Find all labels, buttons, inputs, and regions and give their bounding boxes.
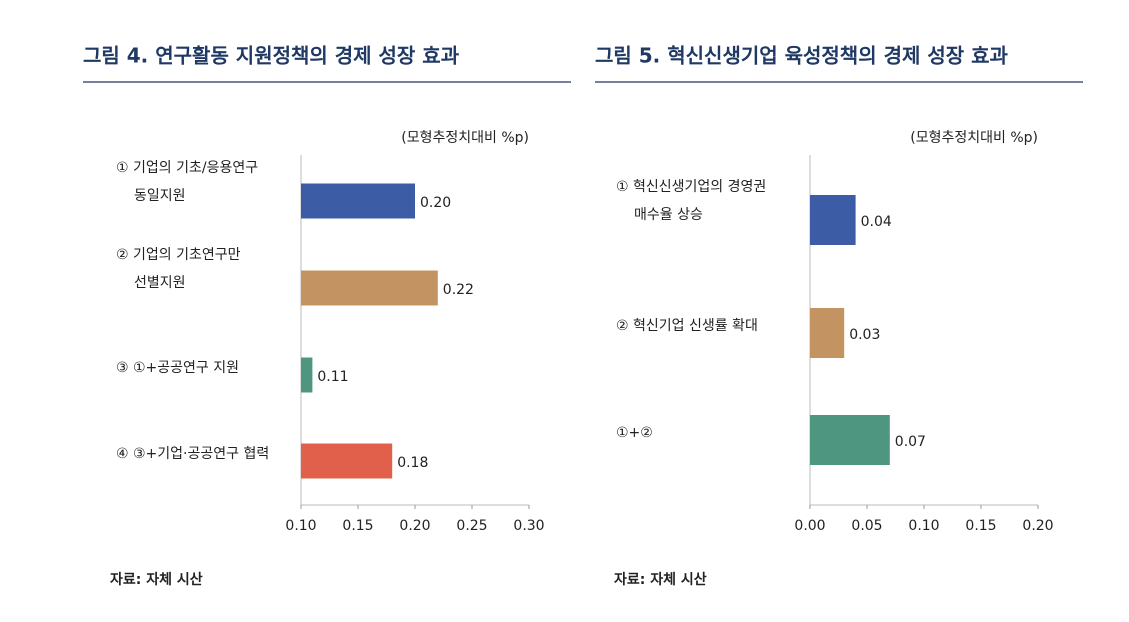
source: 자료: 자체 시산	[110, 571, 203, 588]
value-label: 0.11	[317, 369, 348, 385]
value-label: 0.18	[397, 455, 428, 471]
value-label: 0.03	[849, 327, 880, 343]
x-tick-label: 0.30	[513, 518, 544, 534]
x-tick-label: 0.15	[342, 518, 373, 534]
value-label: 0.07	[895, 434, 926, 450]
category-label: 동일지원	[134, 188, 186, 204]
source: 자료: 자체 시산	[614, 571, 707, 588]
x-tick-label: 0.20	[1022, 518, 1053, 534]
x-tick-label: 0.10	[285, 518, 316, 534]
x-tick-label: 0.25	[456, 518, 487, 534]
x-tick-label: 0.15	[965, 518, 996, 534]
category-label: ③ ①+공공연구 지원	[116, 360, 239, 376]
x-tick-label: 0.00	[794, 518, 825, 534]
x-tick-label: 0.20	[399, 518, 430, 534]
value-label: 0.20	[420, 195, 451, 211]
chart-title: 그림 5. 혁신신생기업 육성정책의 경제 성장 효과	[595, 44, 1008, 68]
category-label: ④ ③+기업·공공연구 협력	[116, 446, 269, 462]
unit-label: (모형추정치대비 %p)	[910, 130, 1038, 146]
value-label: 0.04	[861, 214, 892, 230]
category-label: ①+②	[616, 425, 653, 441]
bar	[301, 443, 393, 479]
bar	[301, 183, 415, 219]
bar	[301, 357, 313, 393]
category-label: ① 기업의 기초/응용연구	[116, 160, 258, 176]
category-label: 매수율 상승	[634, 207, 703, 223]
category-label: ① 혁신신생기업의 경영권	[616, 179, 766, 195]
x-tick-label: 0.10	[908, 518, 939, 534]
bar	[301, 270, 438, 306]
category-label: ② 혁신기업 신생률 확대	[616, 318, 758, 334]
bar	[810, 308, 845, 358]
value-label: 0.22	[443, 282, 474, 298]
bar	[810, 195, 856, 245]
bar	[810, 415, 890, 465]
unit-label: (모형추정치대비 %p)	[401, 130, 529, 146]
x-tick-label: 0.05	[851, 518, 882, 534]
chart-title: 그림 4. 연구활동 지원정책의 경제 성장 효과	[83, 44, 460, 68]
category-label: 선별지원	[134, 275, 186, 291]
category-label: ② 기업의 기초연구만	[116, 247, 241, 263]
